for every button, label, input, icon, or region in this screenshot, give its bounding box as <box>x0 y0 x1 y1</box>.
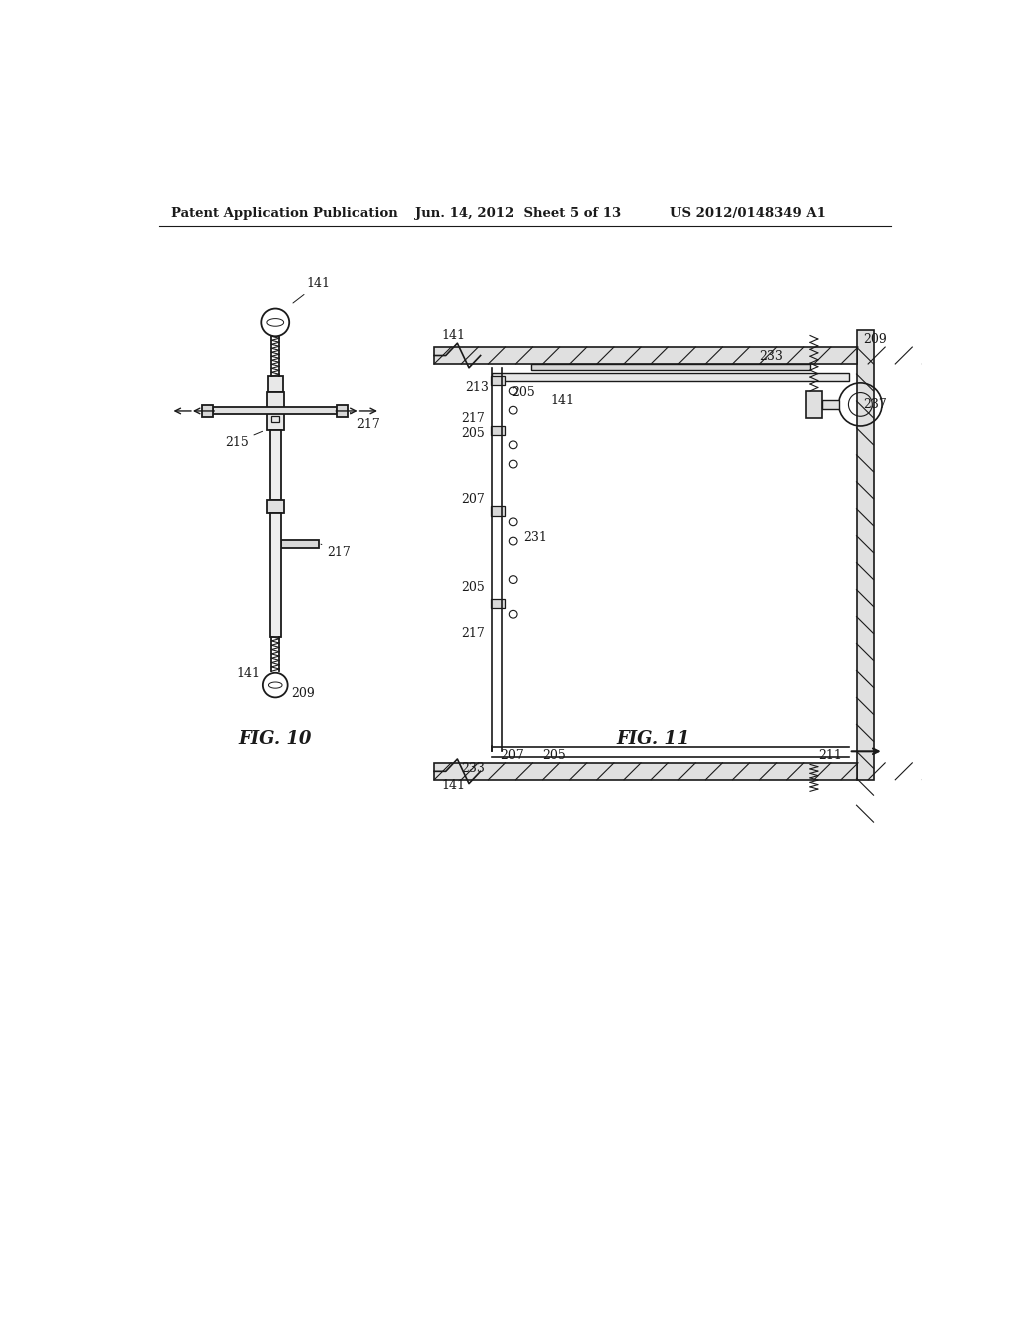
Text: 207: 207 <box>500 748 523 762</box>
Bar <box>821 400 839 409</box>
Text: 205: 205 <box>461 581 485 594</box>
Text: 205: 205 <box>543 748 566 762</box>
Text: 233: 233 <box>760 350 783 363</box>
Bar <box>490 376 505 385</box>
Text: Jun. 14, 2012  Sheet 5 of 13: Jun. 14, 2012 Sheet 5 of 13 <box>415 207 621 220</box>
Text: 205: 205 <box>512 387 536 400</box>
Text: 213: 213 <box>465 381 489 393</box>
Bar <box>490 425 505 434</box>
Text: Patent Application Publication: Patent Application Publication <box>171 207 397 220</box>
Text: 209: 209 <box>862 333 887 346</box>
Bar <box>267 376 283 392</box>
Text: 141: 141 <box>442 779 466 792</box>
Bar <box>266 499 284 513</box>
Bar <box>266 392 284 430</box>
Text: 209: 209 <box>291 686 314 700</box>
Text: 207: 207 <box>461 492 485 506</box>
Bar <box>270 513 281 636</box>
Text: 217: 217 <box>350 413 380 430</box>
Bar <box>270 430 281 499</box>
Bar <box>490 599 505 609</box>
Bar <box>856 330 873 780</box>
Text: US 2012/0148349 A1: US 2012/0148349 A1 <box>671 207 826 220</box>
Text: 141: 141 <box>550 395 574 407</box>
Bar <box>203 405 213 417</box>
Text: 237: 237 <box>862 399 887 412</box>
Text: 211: 211 <box>818 748 842 762</box>
Bar <box>281 540 319 548</box>
Bar <box>434 763 856 780</box>
Text: 205: 205 <box>461 428 485 440</box>
Bar <box>434 347 856 364</box>
Bar <box>490 507 505 516</box>
Bar <box>531 364 810 370</box>
Text: 233: 233 <box>461 762 485 775</box>
Bar <box>337 405 348 417</box>
Bar <box>271 416 280 422</box>
Bar <box>806 391 821 418</box>
Text: 217: 217 <box>321 544 351 558</box>
Text: 217: 217 <box>461 627 485 640</box>
Text: 141: 141 <box>442 330 466 342</box>
Text: FIG. 10: FIG. 10 <box>239 730 312 747</box>
Bar <box>493 374 849 381</box>
Bar <box>213 408 337 414</box>
Text: FIG. 11: FIG. 11 <box>616 730 690 747</box>
Text: 141: 141 <box>293 277 331 304</box>
Text: 231: 231 <box>523 531 547 544</box>
Text: 217: 217 <box>461 412 485 425</box>
Text: 215: 215 <box>225 432 262 449</box>
Text: 141: 141 <box>237 668 263 685</box>
